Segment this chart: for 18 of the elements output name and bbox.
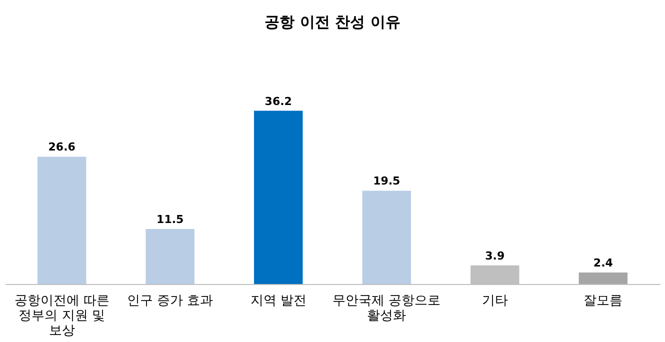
chart-title: 공항 이전 찬성 이유 (264, 13, 400, 31)
bar (362, 190, 411, 284)
data-label: 36.2 (264, 94, 292, 108)
bar (254, 110, 303, 284)
data-label: 19.5 (373, 174, 400, 188)
x-tick-label: 지역 발전 (250, 294, 306, 308)
bar (146, 228, 194, 284)
data-label: 2.4 (593, 256, 614, 270)
data-label: 26.6 (48, 140, 76, 154)
x-tick-label: 기타 (482, 294, 508, 308)
x-tick-label: 인구 증가 효과 (126, 294, 214, 308)
x-tick-label: 잘모름 (584, 294, 623, 308)
bar (578, 272, 628, 284)
data-label: 11.5 (156, 212, 184, 226)
bar (37, 156, 86, 284)
x-tick-label: 공항이전에 따른 정부의 지원 및 보상 (14, 294, 110, 338)
x-tick-label: 무안국제 공항으로 활성화 (332, 294, 441, 324)
data-label: 3.9 (485, 249, 505, 262)
